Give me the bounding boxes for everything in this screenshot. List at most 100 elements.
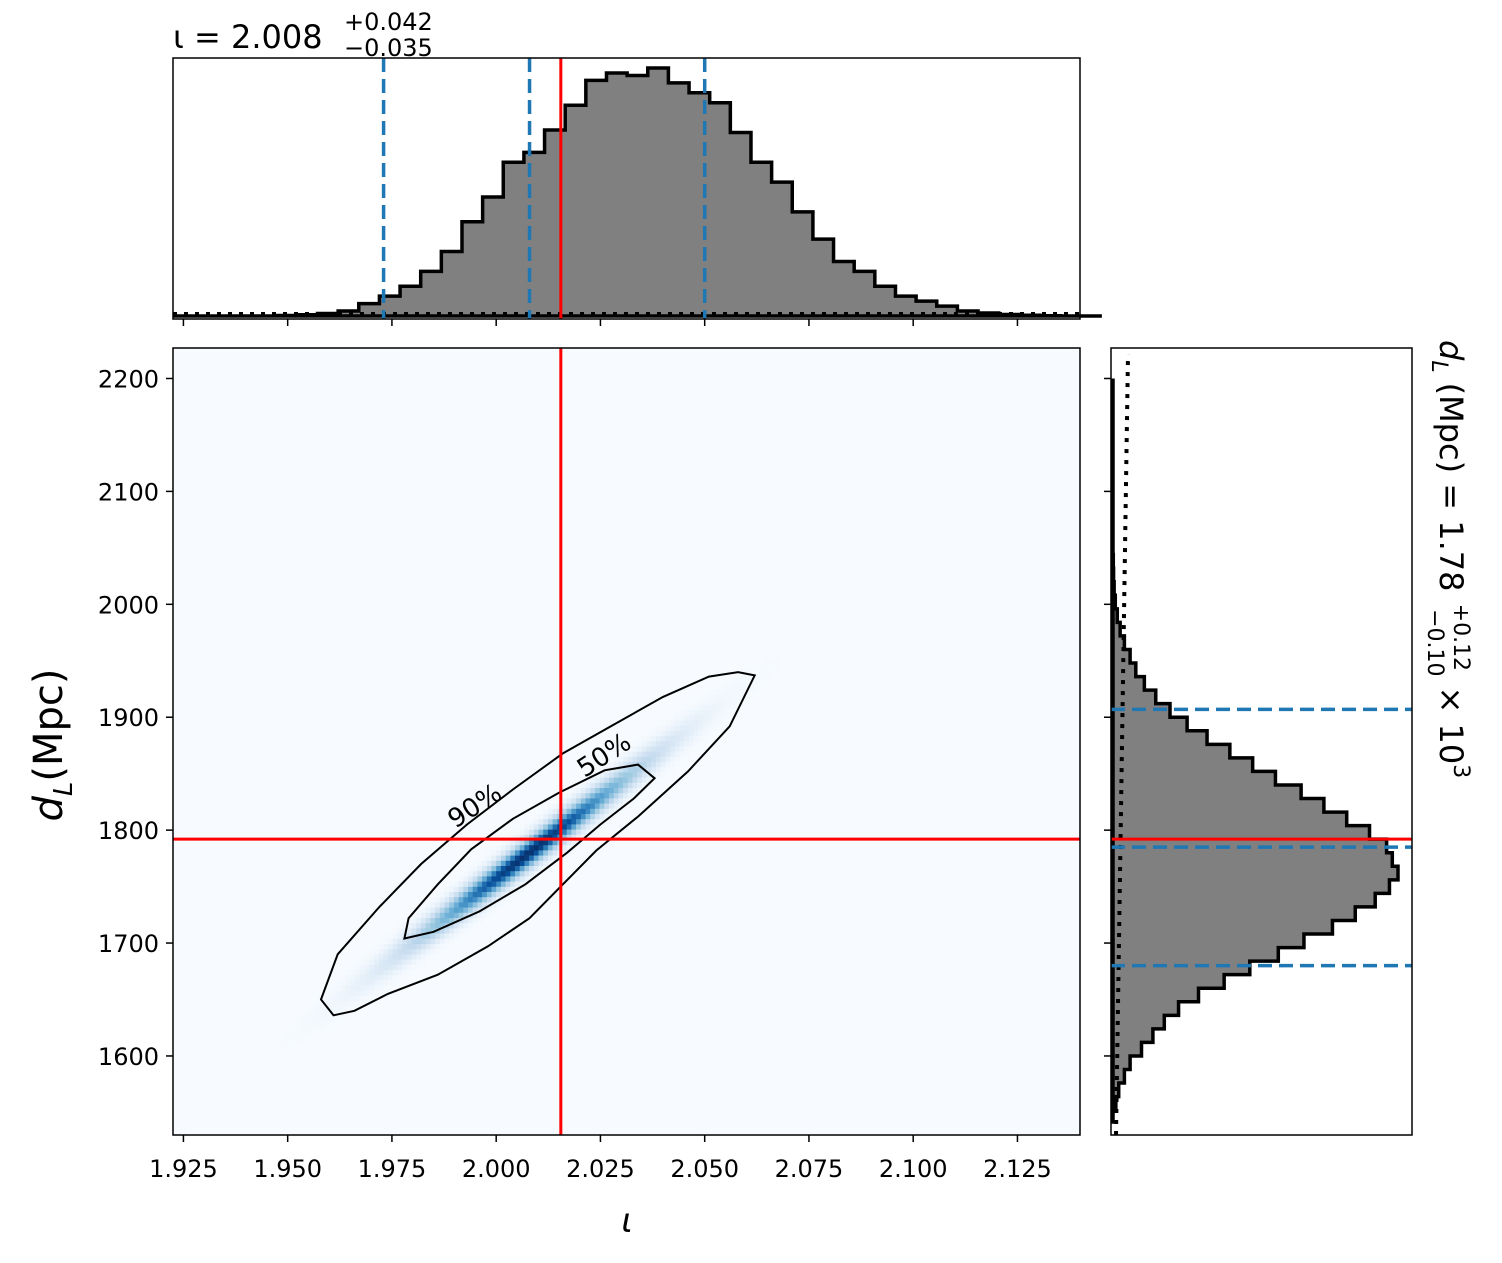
density-cell [637, 772, 643, 778]
density-cell [294, 1027, 300, 1033]
density-cell [750, 668, 755, 674]
density-cell [341, 996, 347, 1002]
density-cell [496, 866, 502, 872]
density-cell [599, 798, 605, 804]
density-cell [585, 777, 591, 784]
top-panel-frame [172, 57, 1081, 320]
density-cell [679, 751, 685, 758]
density-cell [402, 944, 408, 950]
density-cell [688, 725, 694, 732]
density-cell [670, 725, 676, 732]
density-cell [538, 866, 544, 872]
density-cell [388, 975, 394, 981]
density-cell [571, 803, 577, 810]
density-cell [388, 954, 394, 960]
density-cell [552, 845, 558, 851]
density-cell [524, 860, 530, 867]
density-cell [604, 772, 610, 778]
density-cell [397, 959, 403, 966]
density-cell [510, 850, 516, 856]
density-cell [505, 860, 511, 867]
density-cell [599, 803, 605, 810]
density-cell [670, 756, 676, 763]
density-cell [712, 715, 718, 721]
density-cell [392, 975, 398, 981]
density-cell [491, 866, 497, 872]
density-cell [599, 788, 605, 794]
density-cell [547, 829, 553, 836]
density-cell [463, 876, 469, 882]
density-cell [674, 725, 680, 732]
density-cell [688, 741, 694, 747]
density-cell [449, 907, 455, 914]
density-cell [656, 767, 661, 773]
density-cell [359, 970, 365, 976]
density-cell [322, 996, 328, 1002]
density-cell [515, 871, 520, 877]
density-cell [496, 881, 502, 888]
density-cell [359, 980, 365, 986]
density-cell [505, 850, 511, 856]
density-cell [345, 1011, 351, 1018]
density-cell [444, 886, 450, 893]
density-cell [374, 990, 379, 997]
density-cell [458, 902, 464, 908]
density-cell [374, 970, 379, 976]
density-cell [472, 923, 478, 929]
density-cell [331, 996, 337, 1002]
density-cell [646, 730, 652, 737]
density-cell [533, 834, 539, 841]
density-cell [698, 730, 704, 737]
density-cell [688, 715, 694, 721]
density-cell [731, 689, 737, 695]
density-cell [613, 793, 619, 799]
density-cell [623, 777, 629, 784]
density-cell [341, 1011, 347, 1018]
density-cell [562, 819, 567, 825]
density-cell [576, 803, 582, 810]
density-cell [712, 725, 718, 732]
density-cell [472, 860, 478, 867]
density-cell [571, 788, 577, 794]
density-cell [515, 892, 520, 898]
density-cell [580, 824, 586, 830]
density-cell [430, 918, 436, 924]
density-cell [773, 658, 779, 664]
density-cell [392, 970, 398, 976]
density-cell [684, 736, 690, 742]
right-label-base: d [1432, 340, 1470, 361]
density-cell [402, 949, 408, 955]
density-cell [613, 782, 619, 789]
density-cell [576, 808, 582, 815]
density-cell [552, 814, 558, 820]
density-cell [524, 829, 530, 836]
density-cell [533, 850, 539, 856]
density-cell [745, 668, 751, 674]
density-cell [425, 933, 431, 940]
density-cell [660, 756, 666, 763]
density-cell [660, 751, 666, 758]
density-cell [491, 850, 497, 856]
density-cell [613, 803, 619, 810]
density-cell [406, 928, 412, 934]
density-cell [383, 975, 389, 981]
density-cell [392, 928, 398, 934]
density-cell [308, 1027, 314, 1033]
density-cell [364, 996, 370, 1002]
density-cell [585, 793, 591, 799]
density-cell [336, 980, 342, 986]
density-cell [453, 928, 459, 934]
density-cell [665, 736, 671, 742]
density-cell [430, 949, 436, 955]
density-cell [425, 944, 431, 950]
density-cell [609, 788, 614, 794]
density-cell [496, 902, 502, 908]
density-cell [312, 1027, 318, 1033]
density-cell [529, 860, 535, 867]
density-cell [510, 834, 516, 841]
density-cell [500, 860, 506, 867]
density-cell [402, 970, 408, 976]
density-cell [580, 803, 586, 810]
density-cell [463, 912, 469, 919]
